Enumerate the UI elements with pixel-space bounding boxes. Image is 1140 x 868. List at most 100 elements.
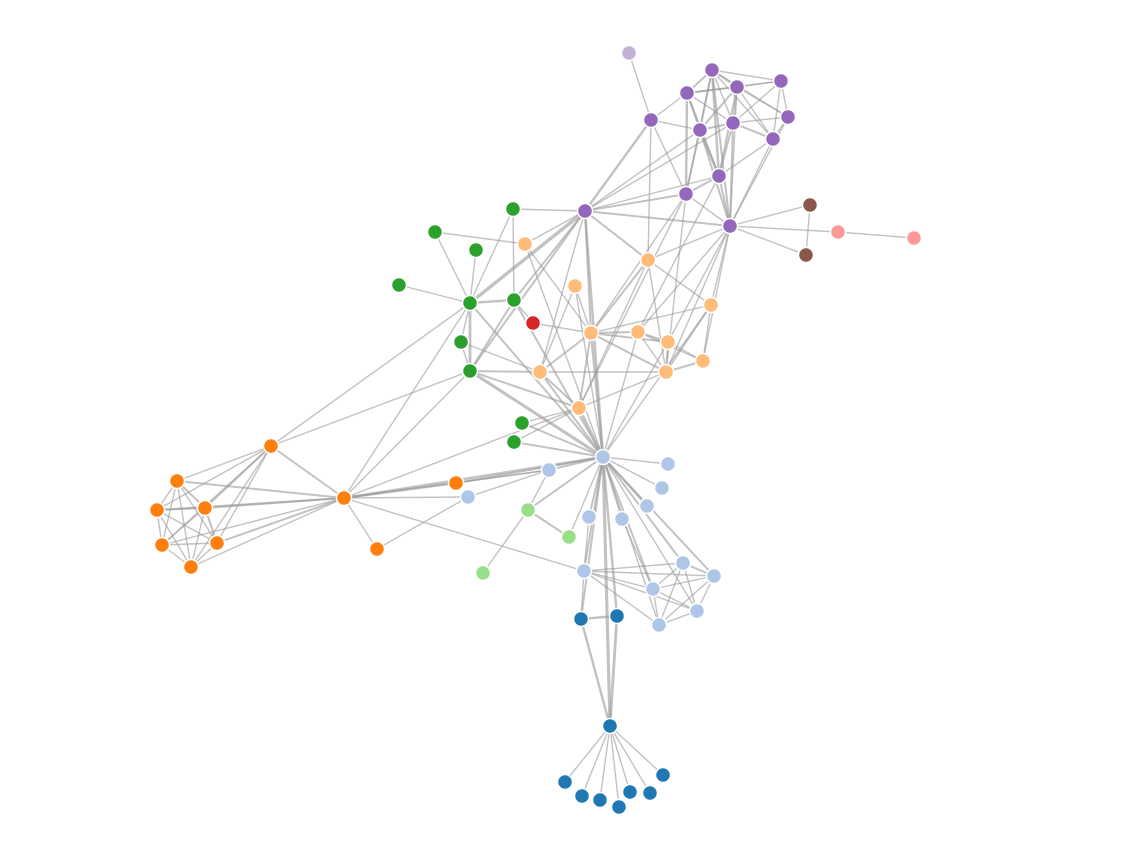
link	[584, 210, 649, 261]
link	[650, 119, 687, 195]
links	[156, 52, 915, 808]
link	[564, 725, 611, 783]
node	[639, 251, 657, 269]
node	[608, 607, 626, 625]
link	[521, 422, 604, 458]
node	[772, 72, 790, 90]
node	[710, 167, 728, 185]
node	[531, 363, 549, 381]
link	[161, 542, 218, 546]
link	[682, 562, 698, 612]
node	[642, 111, 660, 129]
link	[647, 259, 667, 373]
link	[270, 445, 345, 499]
link	[711, 69, 782, 82]
link	[532, 322, 592, 334]
link	[602, 456, 698, 612]
link	[583, 570, 654, 590]
link	[161, 480, 178, 546]
node	[368, 540, 386, 558]
node	[694, 352, 712, 370]
node	[153, 536, 171, 554]
node	[724, 114, 742, 132]
link	[602, 456, 715, 577]
link	[736, 86, 774, 140]
link	[711, 69, 731, 227]
link	[584, 129, 701, 212]
link	[599, 725, 611, 801]
link	[468, 209, 587, 305]
link	[729, 225, 807, 256]
node	[390, 276, 408, 294]
link	[583, 562, 684, 572]
link	[602, 341, 669, 458]
node	[148, 501, 166, 519]
link	[637, 175, 720, 333]
link	[702, 225, 731, 362]
link	[590, 259, 649, 334]
link	[718, 175, 731, 227]
node	[654, 766, 672, 784]
node	[467, 241, 485, 259]
link	[469, 370, 541, 373]
link	[609, 725, 651, 794]
node	[570, 399, 588, 417]
node	[452, 333, 470, 351]
node	[575, 562, 593, 580]
node	[621, 783, 639, 801]
node	[504, 200, 522, 218]
node	[659, 455, 677, 473]
node	[613, 510, 631, 528]
link	[539, 332, 592, 373]
link	[628, 52, 652, 121]
link	[602, 304, 712, 458]
node	[702, 296, 720, 314]
link	[176, 480, 192, 568]
link	[156, 509, 192, 568]
link	[578, 371, 667, 409]
link	[161, 507, 206, 546]
node	[576, 202, 594, 220]
link	[539, 285, 576, 373]
link	[580, 456, 604, 620]
link	[736, 86, 789, 118]
node	[461, 294, 479, 312]
link	[584, 210, 592, 334]
link	[577, 407, 605, 458]
link	[584, 119, 652, 212]
link	[216, 497, 345, 544]
link	[469, 210, 586, 372]
link	[583, 570, 660, 626]
link	[579, 618, 612, 727]
link	[732, 80, 782, 124]
link	[513, 441, 604, 458]
node	[601, 717, 619, 735]
link	[590, 304, 712, 334]
link	[512, 208, 515, 301]
node	[905, 229, 923, 247]
link	[665, 225, 731, 373]
link	[652, 575, 715, 590]
link	[469, 299, 515, 372]
node	[721, 217, 739, 235]
link	[176, 480, 345, 499]
link	[650, 119, 701, 131]
node	[705, 567, 723, 585]
nodes	[148, 44, 923, 816]
node	[196, 499, 214, 517]
node	[582, 324, 600, 342]
node	[779, 108, 797, 126]
link	[343, 497, 378, 550]
link	[584, 175, 720, 212]
node	[505, 433, 523, 451]
node	[677, 185, 695, 203]
link	[621, 518, 654, 590]
link	[512, 208, 586, 212]
node	[659, 333, 677, 351]
link	[711, 69, 734, 124]
link	[204, 497, 345, 509]
node	[474, 564, 492, 582]
link	[524, 210, 586, 245]
node	[335, 489, 353, 507]
node	[728, 78, 746, 96]
